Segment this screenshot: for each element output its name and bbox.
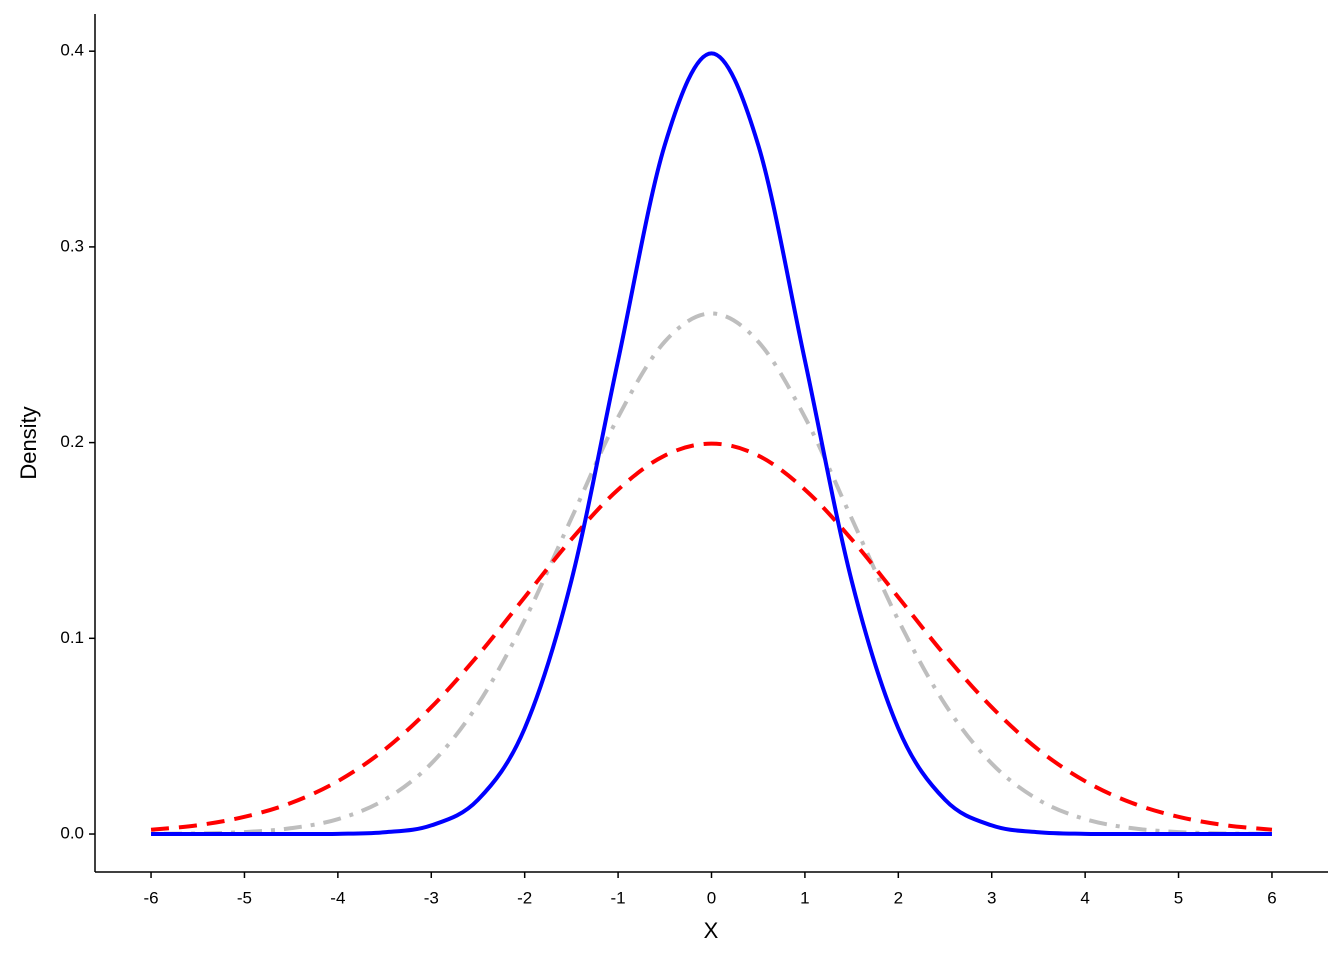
x-tick-label: 0 [707,888,716,907]
y-tick-label: 0.4 [60,41,84,60]
x-tick-label: 4 [1080,888,1089,907]
density-line [151,311,1272,836]
x-tick-label: 6 [1267,888,1276,907]
y-axis-title: Density [16,406,41,479]
y-tick-label: 0.0 [60,824,84,843]
x-tick-label: 1 [800,888,809,907]
x-tick-label: -4 [330,888,345,907]
x-tick-label: 5 [1174,888,1183,907]
x-tick-label: -5 [237,888,252,907]
x-tick-label: -2 [517,888,532,907]
x-tick-label: -3 [424,888,439,907]
density-line [150,441,1273,832]
y-tick-label: 0.2 [60,432,84,451]
density-line [151,51,1272,837]
x-tick-label: -1 [611,888,626,907]
x-axis-title: X [704,918,719,943]
x-tick-label: 3 [987,888,996,907]
y-tick-label: 0.3 [60,236,84,255]
x-tick-label: 2 [894,888,903,907]
y-tick-label: 0.1 [60,628,84,647]
x-tick-label: -6 [143,888,158,907]
